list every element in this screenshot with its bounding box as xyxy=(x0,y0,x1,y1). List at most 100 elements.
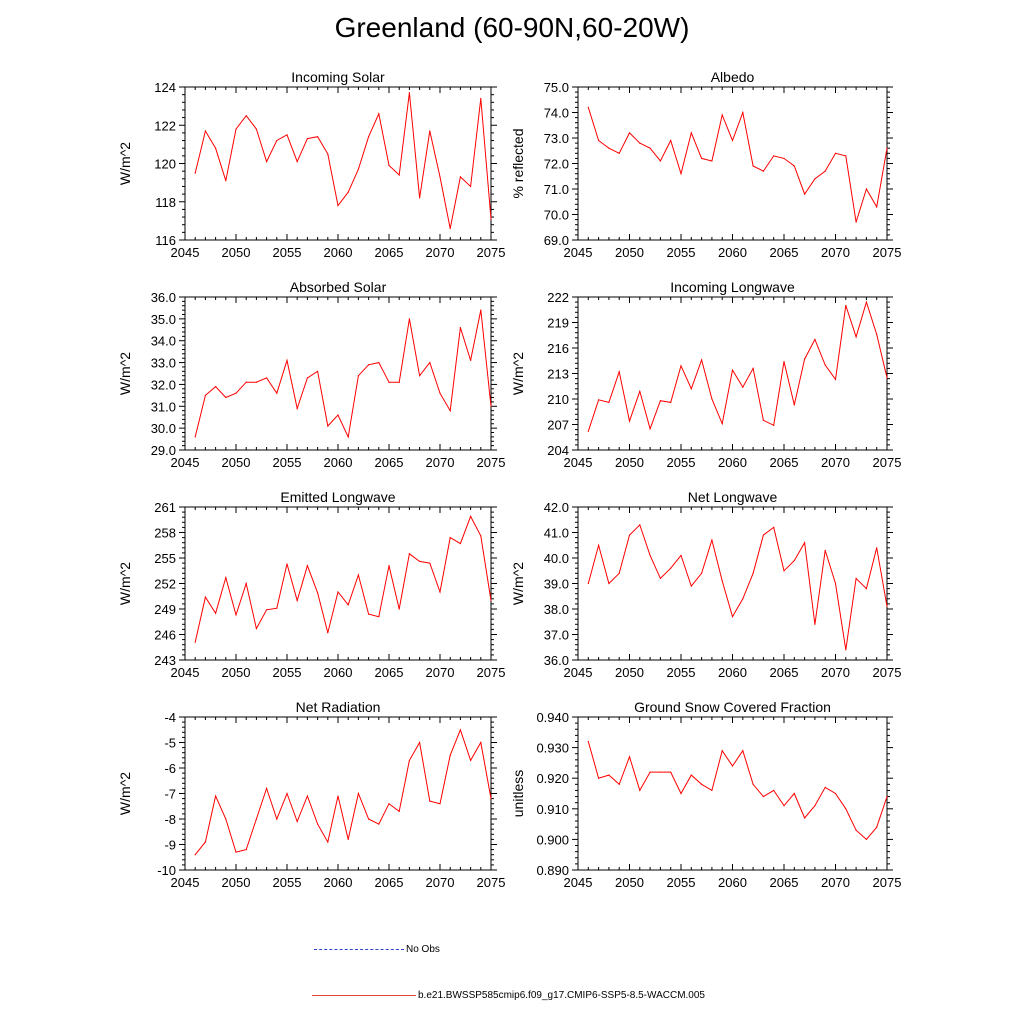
y-tick-label: 69.0 xyxy=(544,233,569,248)
data-point xyxy=(357,375,359,377)
data-point xyxy=(235,392,237,394)
data-point xyxy=(886,147,888,149)
data-point xyxy=(266,787,268,790)
data-point xyxy=(680,173,682,175)
x-tick-label: 2065 xyxy=(770,875,799,890)
panel-title: Incoming Longwave xyxy=(670,279,795,295)
x-tick-label: 2070 xyxy=(426,875,455,890)
data-point xyxy=(865,588,868,590)
data-point xyxy=(793,792,795,795)
data-point xyxy=(357,792,359,795)
data-point xyxy=(752,572,754,574)
y-tick-label: 249 xyxy=(154,602,176,617)
data-point xyxy=(690,774,692,776)
x-tick-label: 2060 xyxy=(324,875,353,890)
series-line xyxy=(194,515,492,643)
data-point xyxy=(804,817,806,819)
data-point xyxy=(490,599,492,602)
data-point xyxy=(876,547,878,549)
data-point xyxy=(618,572,620,574)
data-point xyxy=(773,424,775,426)
y-tick-label: 243 xyxy=(154,653,176,668)
panel-2: 2045 2050 2055 2060 2065 2070 2075 69.0 70.0 71.0… xyxy=(510,69,901,260)
x-tick-label: 2055 xyxy=(667,245,696,260)
data-point xyxy=(459,542,461,545)
data-point xyxy=(276,392,278,394)
y-axis-label: unitless xyxy=(510,770,526,817)
y-tick-label: -5 xyxy=(164,736,176,751)
data-point xyxy=(711,398,713,400)
x-tick-label: 2060 xyxy=(718,875,747,890)
series-line xyxy=(587,523,888,650)
x-tick-label: 2065 xyxy=(375,245,404,260)
data-point xyxy=(245,381,247,383)
data-point xyxy=(419,741,421,744)
data-point xyxy=(587,106,589,108)
data-point xyxy=(701,359,703,361)
data-point xyxy=(783,805,785,807)
data-point xyxy=(429,361,431,364)
x-tick-label: 2070 xyxy=(426,455,455,470)
data-point xyxy=(670,139,672,142)
y-axis-label: W/m^2 xyxy=(117,562,133,605)
data-point xyxy=(245,582,247,585)
x-tick-label: 2065 xyxy=(770,245,799,260)
x-tick-label: 2065 xyxy=(375,455,404,470)
data-point xyxy=(449,537,451,539)
data-point xyxy=(398,381,400,383)
plot-frame xyxy=(577,296,888,451)
plot-frame xyxy=(577,86,888,241)
data-point xyxy=(845,649,847,651)
data-point xyxy=(480,741,482,744)
data-point xyxy=(286,792,288,795)
x-tick-label: 2070 xyxy=(426,245,455,260)
data-point xyxy=(876,333,878,335)
data-point xyxy=(490,798,492,800)
y-axis-label: W/m^2 xyxy=(510,352,526,395)
x-tick-label: 2060 xyxy=(324,665,353,680)
data-point xyxy=(419,197,421,199)
y-tick-label: 36.0 xyxy=(544,653,569,668)
y-tick-label: 261 xyxy=(154,500,176,515)
data-point xyxy=(855,829,857,831)
data-point xyxy=(296,160,298,163)
data-point xyxy=(266,377,268,379)
data-point xyxy=(317,592,319,594)
data-point xyxy=(814,623,816,625)
data-point xyxy=(639,524,641,526)
data-point xyxy=(731,369,734,371)
data-point xyxy=(327,632,329,634)
data-point xyxy=(628,756,631,758)
data-point xyxy=(470,185,472,188)
data-point xyxy=(429,562,431,564)
data-point xyxy=(598,544,600,546)
y-axis-label: W/m^2 xyxy=(510,562,526,605)
y-tick-label: 0.920 xyxy=(536,771,569,786)
x-tick-label: 2070 xyxy=(821,665,850,680)
series-line xyxy=(587,741,888,841)
data-point xyxy=(204,394,206,396)
legend-obs: No Obs xyxy=(314,944,440,955)
data-point xyxy=(834,582,837,585)
x-tick-label: 2075 xyxy=(873,875,902,890)
y-tick-label: 34.0 xyxy=(151,334,176,349)
series-line xyxy=(587,300,888,432)
x-tick-label: 2045 xyxy=(564,245,593,260)
data-point xyxy=(368,818,370,820)
data-point xyxy=(490,218,492,220)
data-point xyxy=(388,803,390,805)
y-tick-label: 0.940 xyxy=(536,710,569,725)
data-point xyxy=(368,364,370,366)
x-tick-label: 2045 xyxy=(564,665,593,680)
y-axis-label: W/m^2 xyxy=(117,352,133,395)
data-point xyxy=(886,605,888,608)
data-point xyxy=(255,627,257,630)
y-tick-label: 0.900 xyxy=(536,832,569,847)
data-point xyxy=(804,358,806,360)
data-point xyxy=(598,139,600,142)
data-point xyxy=(670,567,672,569)
data-point xyxy=(752,367,754,369)
x-tick-label: 2075 xyxy=(873,665,902,680)
x-tick-label: 2050 xyxy=(222,455,251,470)
y-tick-label: 219 xyxy=(547,316,569,331)
